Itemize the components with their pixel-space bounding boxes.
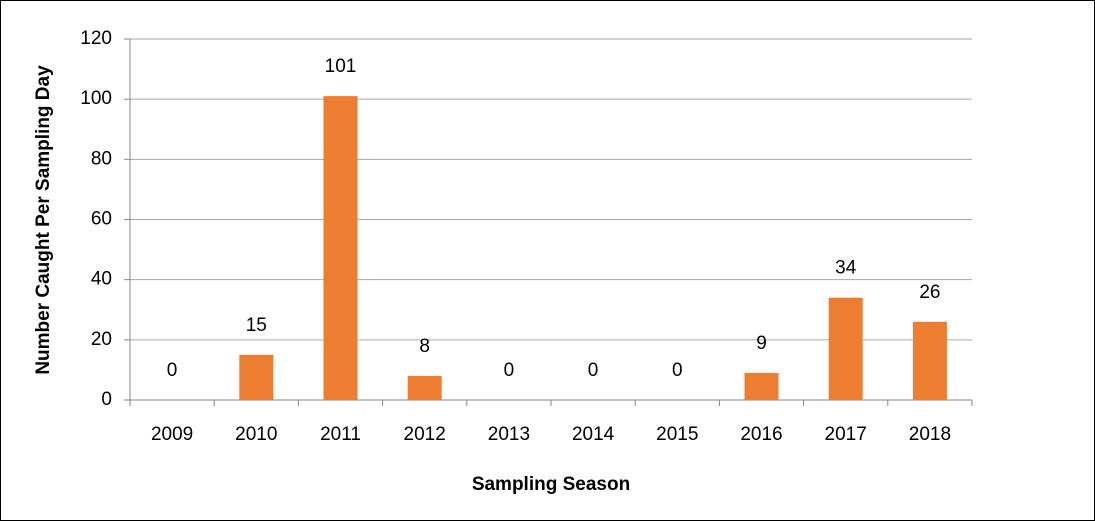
y-tick-label: 100 <box>80 88 112 109</box>
bar <box>239 354 274 400</box>
bar <box>744 372 779 400</box>
x-tick-label: 2013 <box>488 424 530 445</box>
x-tick-label: 2018 <box>909 424 951 445</box>
data-label: 0 <box>167 360 178 381</box>
bar <box>828 297 863 400</box>
x-tick-label: 2015 <box>656 424 698 445</box>
x-tick-label: 2012 <box>404 424 446 445</box>
x-tick-label: 2014 <box>572 424 615 445</box>
y-tick-label: 40 <box>91 269 112 290</box>
bar <box>912 321 947 400</box>
data-label: 15 <box>246 315 267 336</box>
bar <box>407 375 442 400</box>
x-tick-label: 2011 <box>320 424 361 445</box>
y-tick-label: 20 <box>91 329 112 350</box>
data-label: 34 <box>835 258 857 279</box>
bar <box>323 96 358 401</box>
y-tick-label: 120 <box>80 28 112 49</box>
data-label: 26 <box>919 282 940 303</box>
x-tick-label: 2009 <box>151 424 193 445</box>
data-label: 0 <box>504 360 515 381</box>
data-label: 0 <box>588 360 599 381</box>
x-tick-label: 2010 <box>235 424 277 445</box>
y-tick-label: 80 <box>91 148 112 169</box>
y-tick-label: 0 <box>101 389 112 410</box>
x-tick-label: 2016 <box>740 424 782 445</box>
data-label: 101 <box>325 56 357 77</box>
data-label: 8 <box>419 336 430 357</box>
data-label: 0 <box>672 360 683 381</box>
y-tick-label: 60 <box>91 209 112 230</box>
x-axis-title: Sampling Season <box>472 474 630 495</box>
y-axis-title: Number Caught Per Sampling Day <box>33 65 54 375</box>
x-tick-label: 2017 <box>825 424 867 445</box>
data-label: 9 <box>756 333 767 354</box>
